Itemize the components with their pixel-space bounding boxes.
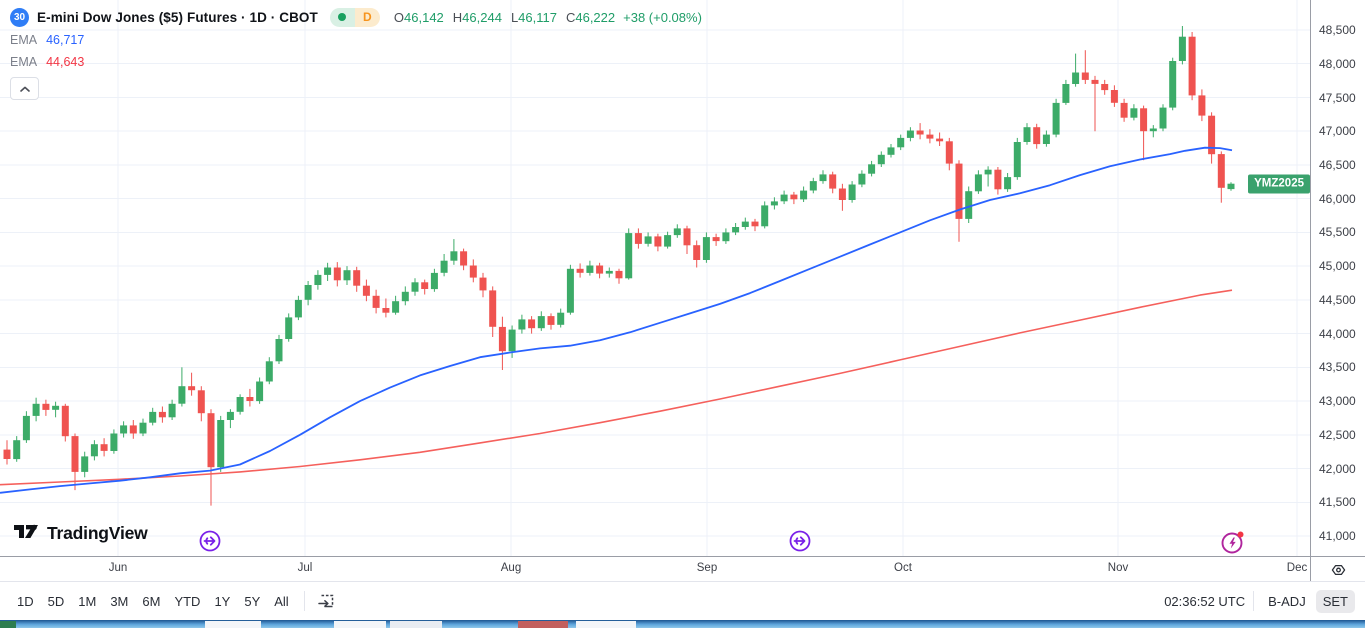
status-interval-pills: D (329, 7, 380, 27)
symbol-title-row[interactable]: 30 E-mini Dow Jones ($5) Futures · 1D · … (10, 6, 702, 28)
window-strip-segment (390, 621, 442, 628)
indicator-name: EMA (10, 32, 38, 47)
session-clock[interactable]: 02:36:52 UTC (1164, 593, 1246, 609)
time-tick-label-sep: Sep (696, 562, 718, 574)
indicator-name: EMA (10, 54, 38, 69)
range-button-5d[interactable]: 5D (47, 593, 65, 609)
time-tick-label-jun: Jun (108, 562, 128, 574)
price-tick-label: 45,500 (1319, 225, 1356, 240)
chart-plot-area[interactable]: YMZ2025 TradingView (0, 0, 1310, 556)
window-strip-segment (0, 621, 16, 628)
price-tick-label: 41,000 (1319, 529, 1356, 543)
background-window-strip (0, 620, 1365, 628)
toolbar-divider (1253, 591, 1255, 611)
time-axis[interactable]: Jun Jul Aug Sep Oct Nov Dec (0, 556, 1310, 582)
candlestick-chart[interactable] (0, 0, 1310, 556)
price-tick-label: 41,500 (1319, 495, 1356, 510)
symbol-logo-badge: 30 (10, 7, 29, 27)
tradingview-logo-text: TradingView (47, 523, 148, 543)
tradingview-logo[interactable]: TradingView (13, 521, 148, 546)
price-tick-label: 42,500 (1319, 427, 1356, 442)
range-button-1y[interactable]: 1Y (214, 593, 231, 609)
contract-rollover-arrow-icon[interactable] (198, 529, 222, 553)
eye-icon[interactable] (1329, 562, 1348, 578)
window-strip-segment (205, 621, 261, 628)
market-status-pill[interactable] (329, 7, 355, 27)
range-button-1m[interactable]: 1M (78, 593, 97, 609)
collapse-legend-button[interactable] (10, 77, 39, 100)
settlement-toggle[interactable]: SET (1315, 589, 1355, 613)
time-tick-label-aug: Aug (500, 562, 522, 574)
price-tick-label: 47,500 (1319, 90, 1356, 105)
last-contract-badge: YMZ2025 (1248, 174, 1310, 194)
price-tick-label: 48,000 (1319, 56, 1356, 71)
price-tick-label: 46,000 (1319, 191, 1356, 206)
window-strip-segment (518, 621, 568, 628)
change-readout: +38 (+0.08%) (623, 9, 702, 25)
time-tick-label-dec: Dec (1286, 562, 1308, 574)
indicator-row-ema-slow[interactable]: EMA 44,643 (10, 51, 702, 72)
range-button-6m[interactable]: 6M (142, 593, 161, 609)
ohlc-item: L46,117 (510, 9, 557, 25)
back-adjust-toggle[interactable]: B-ADJ (1268, 593, 1306, 609)
ohlc-item: C46,222 (565, 9, 616, 25)
chevron-up-icon (19, 86, 30, 92)
indicator-row-ema-fast[interactable]: EMA 46,717 (10, 29, 702, 50)
price-tick-label: 44,500 (1319, 292, 1356, 307)
bottom-toolbar: 1D 5D 1M 3M 6M YTD 1Y 5Y All 02:36:52 UTC B-ADJ … (0, 581, 1365, 620)
interval-pill[interactable]: D (354, 7, 380, 27)
time-tick-label-nov: Nov (1107, 562, 1129, 574)
range-button-all[interactable]: All (274, 593, 289, 609)
price-axis[interactable]: 48,500 48,000 47,500 47,000 46,500 46,000 45,5… (1310, 0, 1365, 556)
date-range-switcher: 1D 5D 1M 3M 6M YTD 1Y 5Y All (10, 590, 296, 613)
tradingview-logo-icon (13, 521, 40, 546)
indicator-value: 44,643 (46, 54, 85, 69)
window-strip-segment (576, 621, 636, 628)
toolbar-right-group: 02:36:52 UTC B-ADJ SET (1164, 589, 1355, 613)
symbol-title[interactable]: E-mini Dow Jones ($5) Futures · 1D · CBO… (37, 9, 318, 25)
range-button-1d[interactable]: 1D (17, 593, 34, 609)
range-button-3m[interactable]: 3M (110, 593, 129, 609)
ohlc-item: O46,142 (393, 9, 444, 25)
ohlc-item: H46,244 (452, 9, 502, 25)
contract-rollover-arrow-icon[interactable] (788, 529, 812, 553)
calendar-goto-icon (317, 594, 333, 608)
window-strip-segment (334, 621, 386, 628)
price-tick-label: 48,500 (1319, 23, 1356, 37)
indicator-value: 46,717 (46, 32, 85, 47)
price-tick-label: 43,000 (1319, 394, 1356, 409)
price-tick-label: 44,000 (1319, 326, 1356, 341)
range-button-ytd[interactable]: YTD (174, 593, 201, 609)
market-open-dot-icon (338, 13, 347, 21)
ohlc-readout: O46,142 H46,244 L46,117 C46,222 (394, 10, 615, 25)
axis-corner-cell[interactable] (1310, 556, 1365, 582)
price-tick-label: 46,500 (1319, 157, 1356, 172)
price-tick-label: 43,500 (1319, 360, 1356, 375)
price-tick-label: 47,000 (1319, 124, 1356, 139)
events-lightning-icon[interactable] (1220, 529, 1244, 554)
price-tick-label: 42,000 (1319, 461, 1356, 476)
legend: 30 E-mini Dow Jones ($5) Futures · 1D · … (10, 6, 702, 100)
toolbar-divider (303, 591, 305, 611)
range-button-5y[interactable]: 5Y (244, 593, 261, 609)
price-tick-label: 45,000 (1319, 259, 1356, 274)
go-to-date-button[interactable] (313, 588, 339, 614)
time-tick-label-jul: Jul (297, 562, 313, 574)
time-tick-label-oct: Oct (894, 562, 912, 574)
